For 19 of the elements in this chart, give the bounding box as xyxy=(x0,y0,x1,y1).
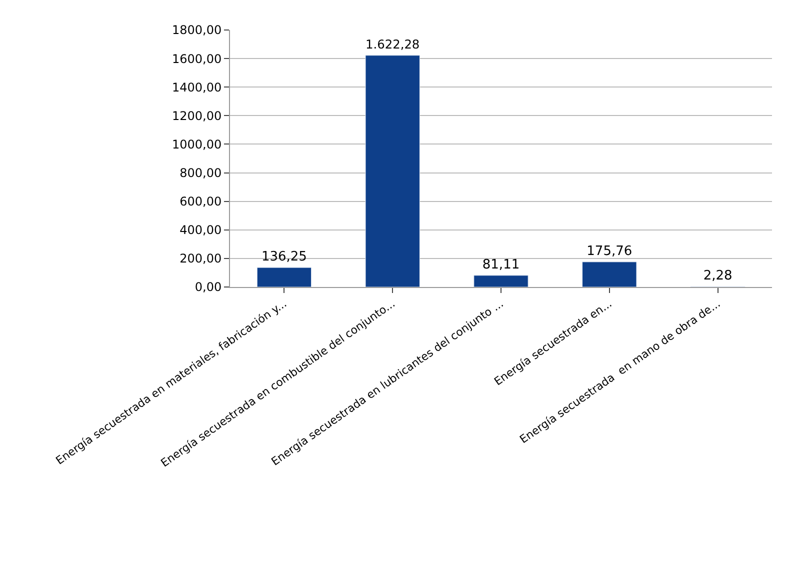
data-label: 175,76 xyxy=(586,244,632,259)
bar xyxy=(582,262,637,287)
y-tick-label: 1600,00 xyxy=(172,52,222,66)
data-label: 136,25 xyxy=(261,250,307,265)
bar xyxy=(365,55,420,287)
y-tick-label: 200,00 xyxy=(180,252,222,266)
y-tick-label: 800,00 xyxy=(180,166,222,180)
y-tick-label: 1800,00 xyxy=(172,23,222,38)
y-tick-label: 1200,00 xyxy=(172,108,222,123)
bar xyxy=(256,267,312,287)
data-label: 1.622,28 xyxy=(366,38,420,52)
y-tick-label: 1000,00 xyxy=(172,137,222,152)
data-label: 81,11 xyxy=(482,257,520,272)
y-tick-label: 0,00 xyxy=(194,280,222,294)
bar xyxy=(474,275,528,287)
y-tick-label: 1400,00 xyxy=(172,80,222,94)
y-tick-label: 600,00 xyxy=(180,194,222,209)
data-label: 2,28 xyxy=(703,268,732,284)
y-tick-label: 400,00 xyxy=(180,223,222,238)
